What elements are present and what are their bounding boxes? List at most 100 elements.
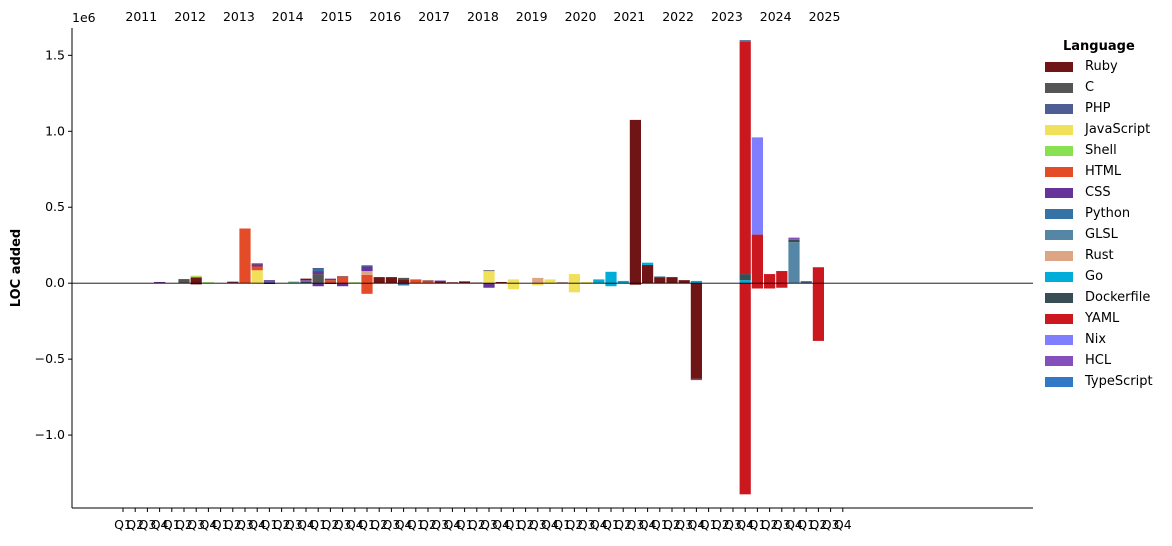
- quarter-label: Q2: [370, 517, 388, 532]
- quarter-label: Q1: [553, 517, 571, 532]
- legend-item-yaml: YAML: [1040, 308, 1168, 329]
- bar-segment-2015-q1-css: [312, 283, 324, 287]
- bar-segment-2022-q2-ruby: [666, 277, 678, 284]
- quarter-label: Q1: [505, 517, 523, 532]
- bar-segment-2024-q2-yaml: [764, 274, 776, 284]
- bar-segment-2015-q1-php: [312, 268, 324, 270]
- legend-item-dockerfile: Dockerfile: [1040, 287, 1168, 308]
- bar-segment-2017-q2-ruby: [422, 280, 434, 282]
- legend-label: HTML: [1085, 164, 1122, 179]
- legend-label: JavaScript: [1085, 122, 1151, 137]
- bar-segment-2018-q3-css: [483, 283, 495, 288]
- bar-segment-2025-q1-php: [800, 281, 812, 284]
- quarter-label: Q2: [468, 517, 486, 532]
- quarter-label: Q1: [651, 517, 669, 532]
- bar-segment-2025-q1-typescript: [800, 281, 812, 282]
- legend-item-hcl: HCL: [1040, 350, 1168, 371]
- legend-item-javascript: JavaScript: [1040, 119, 1168, 140]
- bar-segment-2017-q4-ruby: [446, 282, 458, 284]
- bar-segment-2021-q2-go: [617, 280, 629, 284]
- bar-segment-2024-q2-yaml: [764, 283, 776, 289]
- legend-swatch: [1045, 166, 1073, 177]
- quarter-label: Q1: [749, 517, 767, 532]
- bar-segment-2019-q1-javascript: [507, 279, 519, 284]
- year-label-2013: 2013: [223, 9, 255, 24]
- bar-segment-2014-q4-ruby: [300, 278, 312, 281]
- quarter-label: Q1: [309, 517, 327, 532]
- legend-swatch: [1045, 103, 1073, 114]
- legend-title: Language: [1063, 39, 1135, 54]
- bar-segment-2020-q3-javascript: [581, 281, 593, 284]
- bar-segment-2012-q3-javascript: [190, 275, 202, 277]
- quarter-label: Q3: [480, 517, 498, 532]
- bar-segment-2014-q3-glsl: [288, 281, 300, 283]
- quarter-label: Q4: [151, 517, 169, 532]
- quarter-label: Q3: [529, 517, 547, 532]
- quarter-label: Q4: [688, 517, 706, 532]
- bar-segment-2016-q1-html: [361, 283, 373, 294]
- legend-label: Python: [1085, 206, 1131, 221]
- legend-item-go: Go: [1040, 266, 1168, 287]
- quarter-label: Q2: [712, 517, 730, 532]
- quarter-label: Q2: [566, 517, 584, 532]
- year-label-2025: 2025: [809, 9, 841, 24]
- legend-swatch: [1045, 355, 1073, 366]
- bar-segment-2015-q3-html: [337, 277, 349, 284]
- bar-segment-2018-q3-javascript: [483, 271, 495, 284]
- quarter-label: Q4: [736, 517, 754, 532]
- quarter-label: Q1: [114, 517, 132, 532]
- bar-segment-2018-q3-c: [483, 270, 495, 272]
- bar-segment-2018-q1-ruby: [459, 281, 471, 284]
- bar-segment-2014-q1-php: [263, 281, 275, 284]
- quarter-label: Q4: [200, 517, 218, 532]
- quarter-label: Q1: [261, 517, 279, 532]
- bar-segment-2014-q4-dockerfile: [300, 281, 312, 284]
- quarter-label: Q3: [285, 517, 303, 532]
- bar-segment-2019-q3-javascript: [532, 283, 544, 286]
- bar-segment-2021-q1-go: [605, 283, 617, 287]
- bar-segment-2015-q1-c: [312, 274, 324, 284]
- year-label-2020: 2020: [565, 9, 597, 24]
- legend-swatch: [1045, 313, 1073, 324]
- quarter-label: Q1: [456, 517, 474, 532]
- bar-segment-2014-q1-css: [263, 280, 275, 282]
- bar-segment-2014-q4-hcl: [300, 280, 312, 282]
- y-tick-label: 0.0: [45, 275, 65, 290]
- bar-segment-2016-q1-python: [361, 265, 373, 267]
- bar-segment-2022-q1-ruby: [654, 277, 666, 284]
- legend-label: PHP: [1085, 101, 1111, 116]
- bar-segment-2021-q1-go: [605, 271, 617, 284]
- quarter-label: Q4: [395, 517, 413, 532]
- bar-segment-2024-q3-yaml: [776, 283, 788, 288]
- quarter-label: Q2: [810, 517, 828, 532]
- bar-segment-2022-q1-glsl: [654, 276, 666, 278]
- quarter-label: Q3: [627, 517, 645, 532]
- legend-label: Rust: [1085, 248, 1114, 263]
- legend-item-php: PHP: [1040, 98, 1168, 119]
- quarter-label: Q3: [431, 517, 449, 532]
- quarter-label: Q3: [334, 517, 352, 532]
- bar-segment-2020-q4-go: [593, 279, 605, 284]
- bar-segment-2024-q4-glsl: [788, 242, 800, 284]
- quarter-label: Q4: [444, 517, 462, 532]
- legend-swatch: [1045, 271, 1073, 282]
- legend-item-c: C: [1040, 77, 1168, 98]
- legend-swatch: [1045, 292, 1073, 303]
- quarter-label: Q2: [224, 517, 242, 532]
- bar-segment-2020-q2-javascript: [568, 274, 580, 284]
- bar-segment-2013-q4-javascript: [251, 270, 263, 284]
- legend-item-rust: Rust: [1040, 245, 1168, 266]
- quarter-label: Q3: [139, 517, 157, 532]
- bar-segment-2015-q2-css: [324, 278, 336, 281]
- legend-item-css: CSS: [1040, 182, 1168, 203]
- bar-segment-2022-q4-go: [690, 280, 702, 284]
- bar-segment-2012-q3-shell: [190, 276, 202, 278]
- year-label-2017: 2017: [418, 9, 450, 24]
- legend-label: Ruby: [1085, 59, 1118, 74]
- bar-segment-2024-q1-yaml: [751, 283, 763, 289]
- year-label-2024: 2024: [760, 9, 792, 24]
- quarter-label: Q2: [517, 517, 535, 532]
- bar-segment-2012-q4-shell: [202, 282, 214, 284]
- bar-segment-2015-q3-ruby: [337, 276, 349, 278]
